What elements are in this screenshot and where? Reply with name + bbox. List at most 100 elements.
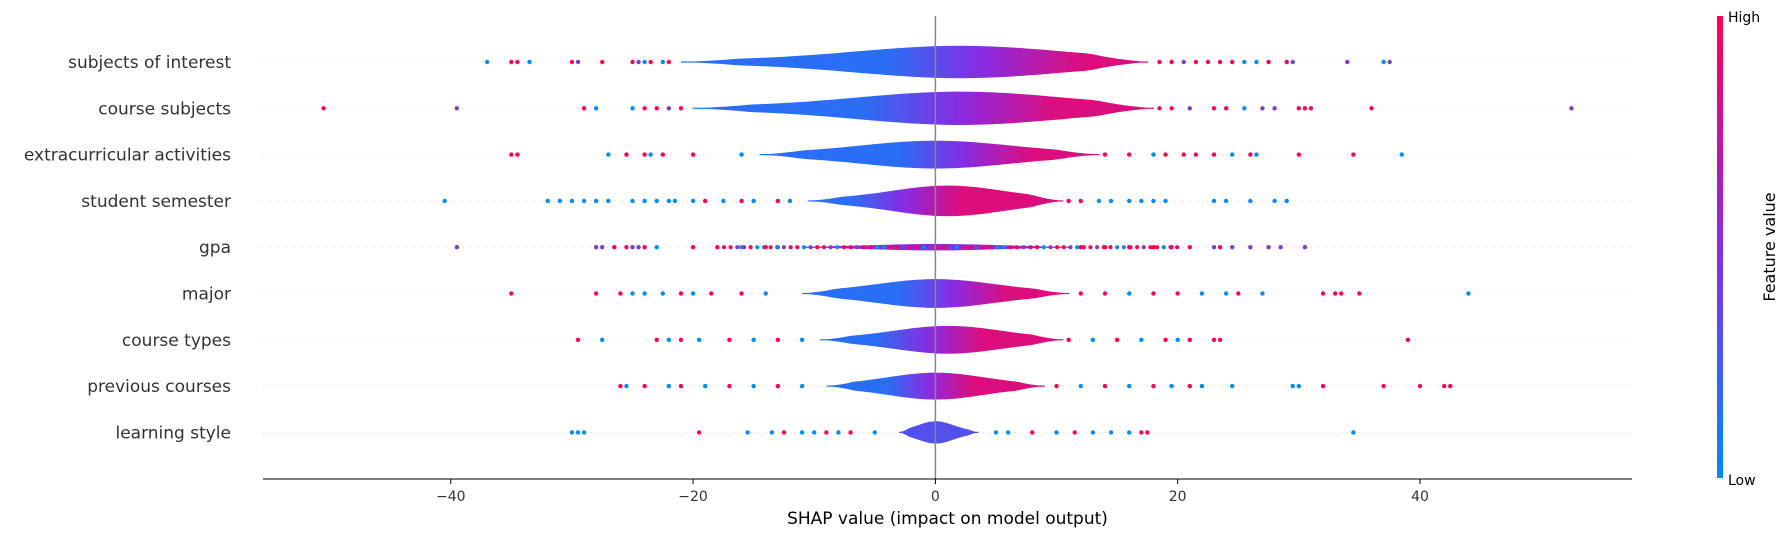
- violin-segment: [828, 338, 834, 341]
- violin-segment: [892, 190, 898, 212]
- x-ticks: −40 −20 0 20 40: [436, 479, 1429, 505]
- outlier-point: [648, 152, 653, 157]
- outlier-point: [1127, 245, 1132, 250]
- outlier-point: [1139, 198, 1144, 204]
- data-point: [1041, 245, 1046, 250]
- violin-segment: [792, 101, 802, 115]
- violin-segment: [1099, 101, 1109, 116]
- violin-segment: [1046, 50, 1055, 74]
- outlier-point: [1127, 430, 1132, 435]
- outlier-point: [515, 152, 520, 157]
- outlier-point: [600, 245, 605, 250]
- violin-segment: [1011, 192, 1017, 210]
- violin-segment: [777, 102, 786, 114]
- outlier-point: [593, 198, 599, 204]
- data-point: [935, 245, 940, 250]
- violin-segment: [1019, 146, 1027, 163]
- outlier-point: [1193, 152, 1199, 157]
- violin-segment: [973, 327, 979, 353]
- violin-segment: [771, 153, 778, 156]
- violin-segment: [850, 195, 856, 207]
- violin-segment: [969, 186, 975, 216]
- outlier-point: [1114, 337, 1120, 342]
- outlier-point: [1284, 198, 1289, 204]
- violin-segment: [799, 150, 806, 159]
- data-point: [1115, 245, 1120, 250]
- violin-segment: [976, 91, 986, 125]
- outlier-point: [569, 59, 575, 65]
- violin-segment: [984, 46, 993, 78]
- violin-segment: [864, 333, 870, 346]
- data-point: [1174, 245, 1180, 250]
- violin-segment: [1108, 57, 1117, 67]
- outlier-point: [709, 291, 714, 296]
- violin-segment: [970, 244, 976, 250]
- outlier-point: [654, 245, 659, 250]
- outlier-points: [321, 59, 1574, 435]
- violin-segment: [924, 372, 929, 400]
- outlier-point: [1187, 337, 1193, 342]
- violin-segment: [897, 189, 903, 213]
- violin-segment: [957, 141, 964, 168]
- violin-segment: [884, 191, 890, 211]
- violin-segment: [935, 279, 941, 308]
- outlier-point: [751, 337, 756, 342]
- violin-segment: [1029, 384, 1035, 388]
- violin-segment: [866, 379, 871, 393]
- outlier-point: [660, 59, 665, 65]
- data-point: [1148, 245, 1153, 250]
- outlier-point: [1175, 337, 1180, 342]
- violin-segment: [1015, 286, 1021, 301]
- violin-segment: [953, 325, 959, 354]
- outlier-point: [1302, 245, 1308, 250]
- data-point: [988, 245, 993, 250]
- data-point: [921, 245, 926, 250]
- outlier-point: [1175, 291, 1180, 296]
- violin-segment: [1069, 51, 1079, 73]
- violin-segment: [1076, 98, 1085, 118]
- violin-segment: [836, 52, 845, 72]
- violin-segment: [890, 281, 897, 306]
- violin-segment: [884, 142, 891, 167]
- violin-segment: [922, 186, 928, 216]
- outlier-point: [600, 59, 605, 65]
- violin-segment: [1002, 330, 1007, 349]
- outlier-point: [666, 337, 672, 342]
- violin-segment: [1031, 147, 1038, 162]
- violin-segment: [878, 143, 885, 166]
- violin-segment: [785, 102, 794, 115]
- violin-segment: [877, 283, 883, 304]
- outlier-point: [872, 430, 878, 435]
- violin-segment: [906, 141, 913, 168]
- violin-segment: [1000, 379, 1006, 393]
- data-point: [1021, 245, 1026, 250]
- outlier-point: [1417, 383, 1423, 389]
- violin-segment: [704, 60, 713, 64]
- violin-segment: [902, 374, 907, 398]
- outlier-point: [745, 430, 750, 435]
- violin-segment: [871, 193, 877, 209]
- outlier-point: [1296, 152, 1302, 157]
- violin-segment: [899, 280, 905, 307]
- violin-segment: [719, 59, 729, 65]
- outlier-point: [1187, 106, 1193, 111]
- violin-segment: [1007, 93, 1016, 124]
- outlier-point: [1223, 106, 1229, 111]
- outlier-point: [1266, 245, 1271, 250]
- outlier-point: [1217, 59, 1223, 65]
- violin-segment: [990, 189, 996, 213]
- data-point: [955, 245, 960, 250]
- violin-segment: [789, 55, 799, 69]
- data-point: [728, 245, 733, 250]
- outlier-point: [1266, 59, 1271, 65]
- violin-segment: [1033, 384, 1038, 388]
- outlier-point: [1296, 383, 1302, 389]
- violin-segment: [1076, 152, 1083, 157]
- outlier-point: [763, 291, 768, 296]
- x-tick-label: −40: [436, 489, 466, 505]
- violin-segment: [1032, 195, 1038, 207]
- violin-segment: [888, 376, 893, 396]
- violin-segment: [813, 54, 822, 70]
- violin-segment: [1046, 337, 1052, 342]
- outlier-point: [1569, 106, 1574, 111]
